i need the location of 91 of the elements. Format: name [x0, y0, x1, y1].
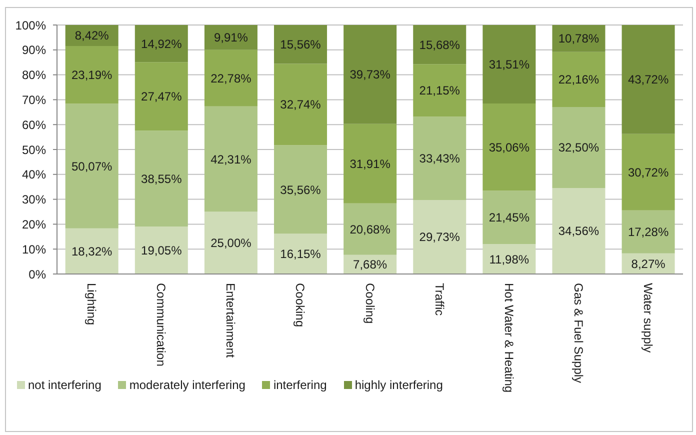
- x-tick-label: Cooling: [362, 283, 377, 324]
- bar: [413, 200, 466, 274]
- data-label: 31,91%: [350, 156, 391, 171]
- data-label: 23,19%: [71, 68, 113, 82]
- data-label: 10,78%: [558, 32, 600, 46]
- data-label: 43,72%: [628, 72, 669, 87]
- data-label: 15,68%: [419, 38, 460, 52]
- y-tick-label: 70%: [22, 92, 46, 107]
- data-label: 32,74%: [280, 98, 322, 112]
- bar: [482, 103, 536, 191]
- y-tick-label: 60%: [22, 118, 46, 132]
- bar: [204, 212, 258, 274]
- data-label: 17,28%: [628, 225, 669, 240]
- data-label: 50,07%: [71, 159, 113, 174]
- bar: [552, 25, 606, 52]
- x-tick-label: Traffic: [432, 283, 446, 316]
- y-tick-label: 90%: [22, 43, 46, 58]
- bar: [134, 226, 188, 274]
- bar: [552, 107, 606, 188]
- bar: [552, 188, 606, 274]
- bar: [134, 62, 188, 131]
- y-tick-label: 80%: [22, 68, 46, 82]
- data-label: 29,73%: [419, 230, 460, 244]
- legend-label: interfering: [273, 378, 327, 392]
- bar: [65, 104, 118, 228]
- bar: [204, 50, 258, 106]
- data-label: 25,00%: [210, 236, 252, 250]
- data-label: 30,72%: [628, 165, 669, 180]
- data-label: 38,55%: [141, 172, 182, 186]
- data-label: 8,42%: [74, 28, 110, 43]
- bar: [274, 25, 328, 64]
- bar: [274, 145, 328, 234]
- bar: [65, 46, 118, 104]
- bar: [274, 234, 328, 274]
- legend-label: moderately interfering: [129, 378, 246, 392]
- data-label: 31,51%: [488, 57, 530, 72]
- data-label: 16,15%: [280, 247, 322, 262]
- data-label: 33,43%: [419, 152, 460, 166]
- y-tick-label: 100%: [15, 18, 46, 32]
- bar: [134, 130, 188, 227]
- data-label: 42,31%: [210, 152, 252, 166]
- bar: [344, 124, 397, 204]
- data-label: 39,73%: [350, 68, 391, 82]
- bar: [413, 64, 466, 117]
- data-label: 20,68%: [350, 222, 391, 236]
- x-tick-label: Cooking: [293, 283, 308, 328]
- bar: [482, 25, 536, 104]
- data-label: 35,56%: [280, 182, 322, 197]
- y-tick-label: 10%: [22, 242, 46, 256]
- y-tick-label: 30%: [22, 192, 46, 207]
- x-tick-label: Entertainment: [224, 283, 238, 358]
- bar: [552, 52, 606, 108]
- data-label: 8,27%: [631, 256, 666, 271]
- bar: [344, 25, 397, 124]
- bar: [134, 25, 188, 62]
- data-label: 34,56%: [558, 224, 600, 238]
- x-tick-label: Gas & Fuel Supply: [571, 283, 586, 384]
- bar: [622, 210, 675, 254]
- data-label: 22,78%: [210, 71, 252, 86]
- data-label: 11,98%: [489, 252, 530, 266]
- data-label: 32,50%: [558, 140, 600, 155]
- data-label: 27,47%: [141, 90, 182, 104]
- y-tick-label: 20%: [22, 217, 46, 232]
- data-label: 19,05%: [141, 244, 182, 258]
- data-label: 22,16%: [558, 72, 600, 87]
- y-tick-label: 50%: [22, 142, 46, 157]
- bar: [622, 25, 675, 134]
- data-label: 21,15%: [419, 84, 460, 98]
- legend-label: not interfering: [28, 378, 102, 392]
- data-label: 35,06%: [488, 140, 530, 154]
- x-tick-label: Lighting: [84, 283, 99, 326]
- bar: [622, 134, 675, 210]
- y-tick-label: 0%: [28, 267, 46, 282]
- bar: [413, 116, 466, 200]
- bar: [344, 203, 397, 255]
- data-label: 18,32%: [71, 244, 113, 258]
- y-tick-label: 40%: [22, 168, 46, 182]
- bar: [204, 106, 258, 212]
- bar: [482, 190, 536, 244]
- data-label: 21,45%: [488, 210, 530, 225]
- data-label: 7,68%: [353, 258, 388, 272]
- data-label: 9,91%: [214, 30, 248, 45]
- x-tick-label: Hot Water & Heating: [502, 283, 516, 393]
- data-label: 15,56%: [280, 38, 322, 52]
- legend-label: highly interfering: [354, 378, 443, 392]
- x-tick-label: Water supply: [641, 283, 656, 353]
- data-label: 14,92%: [141, 36, 182, 51]
- bar: [274, 64, 328, 146]
- x-tick-label: Communication: [154, 283, 168, 366]
- bar: [65, 228, 118, 274]
- bar: [413, 25, 466, 64]
